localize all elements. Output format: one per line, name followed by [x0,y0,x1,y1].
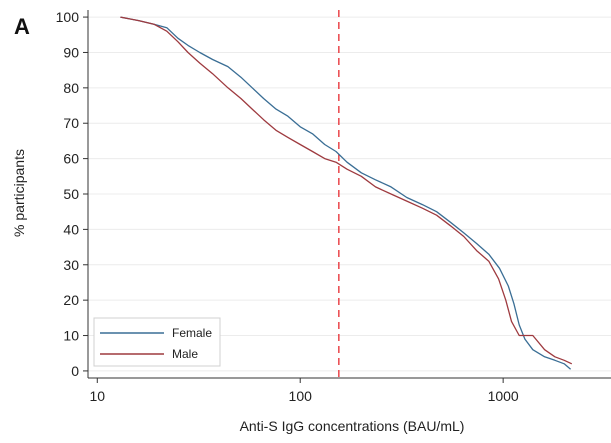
y-tick-label: 90 [63,44,79,60]
y-tick-label: 50 [63,186,79,202]
legend-label-female: Female [172,326,212,340]
y-tick-label: 30 [63,257,79,273]
x-tick-label: 100 [289,388,313,404]
y-tick-label: 0 [71,363,79,379]
y-tick-label: 100 [56,9,80,25]
legend-box [93,317,221,367]
tick-labels: 0 10 20 30 40 50 60 70 80 90 100 10 100 1000 [56,9,519,404]
series-line-female [120,16,572,370]
x-axis-title: Anti-S IgG concentrations (BAU/mL) [240,418,465,434]
y-tick-label: 60 [63,151,79,167]
series-line-male [120,16,573,365]
y-tick-label: 20 [63,292,79,308]
x-tick-label: 1000 [488,388,519,404]
y-tick-label: 40 [63,221,79,237]
series-group [120,16,573,370]
legend: Female Male [93,317,221,367]
x-tick-label: 10 [89,388,105,404]
y-tick-label: 70 [63,115,79,131]
panel-label: A [14,14,30,39]
axes [83,10,611,383]
legend-label-male: Male [172,347,198,361]
y-tick-label: 80 [63,80,79,96]
y-axis-title: % participants [11,149,27,237]
y-tick-label: 10 [63,328,79,344]
